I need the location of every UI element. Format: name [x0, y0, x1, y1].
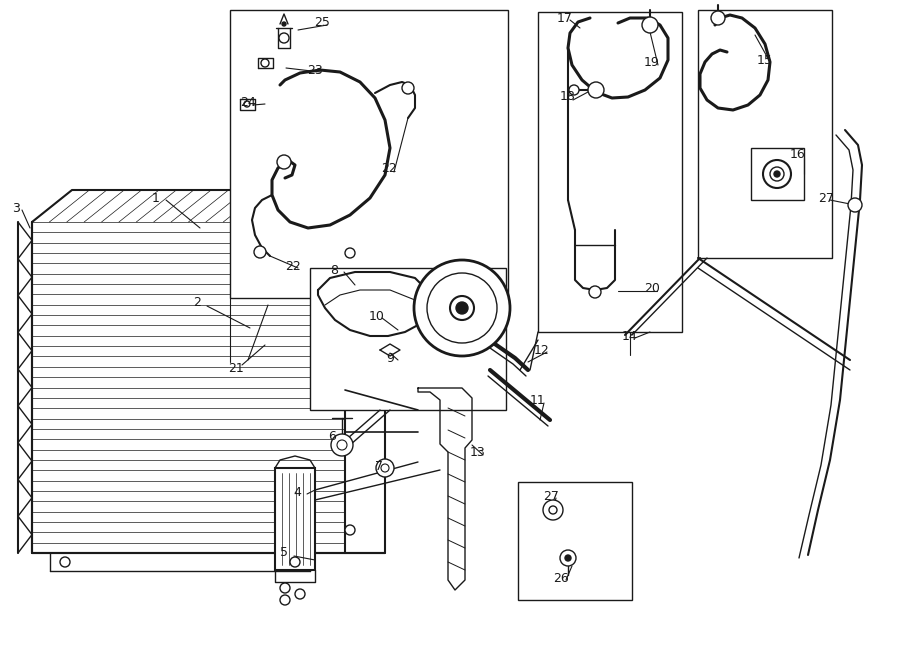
Bar — [310, 268, 506, 410]
Circle shape — [565, 555, 571, 561]
Circle shape — [244, 101, 250, 107]
Circle shape — [569, 85, 579, 95]
Text: 11: 11 — [530, 393, 545, 407]
Text: 4: 4 — [293, 485, 301, 498]
Circle shape — [414, 260, 510, 356]
Circle shape — [589, 286, 601, 298]
Text: 25: 25 — [314, 15, 330, 28]
Text: 18: 18 — [560, 91, 576, 104]
Bar — [275, 468, 315, 570]
Circle shape — [450, 296, 474, 320]
Text: 15: 15 — [757, 54, 773, 67]
Circle shape — [345, 248, 355, 258]
Text: 27: 27 — [818, 192, 834, 204]
Circle shape — [848, 198, 862, 212]
Circle shape — [774, 171, 780, 177]
Circle shape — [770, 167, 784, 181]
Text: 7: 7 — [375, 461, 383, 473]
Circle shape — [376, 459, 394, 477]
Circle shape — [711, 11, 725, 25]
Text: 20: 20 — [644, 282, 660, 295]
Text: 2: 2 — [193, 297, 201, 309]
Circle shape — [427, 273, 497, 343]
Text: 19: 19 — [644, 56, 660, 69]
Text: 9: 9 — [386, 352, 394, 364]
Text: 5: 5 — [280, 547, 288, 559]
Text: 23: 23 — [307, 63, 323, 77]
Text: 22: 22 — [285, 260, 301, 272]
Bar — [230, 10, 508, 298]
Circle shape — [282, 22, 286, 26]
Text: 21: 21 — [228, 362, 244, 375]
Text: 27: 27 — [543, 490, 559, 502]
Text: 8: 8 — [330, 264, 338, 276]
Circle shape — [345, 525, 355, 535]
Circle shape — [456, 302, 468, 314]
Text: 3: 3 — [12, 202, 20, 215]
Text: 12: 12 — [534, 344, 550, 356]
Circle shape — [588, 82, 604, 98]
Text: 1: 1 — [152, 192, 160, 204]
Text: 14: 14 — [622, 329, 638, 342]
Circle shape — [763, 160, 791, 188]
Circle shape — [254, 246, 266, 258]
Circle shape — [280, 583, 290, 593]
Circle shape — [280, 595, 290, 605]
Text: 6: 6 — [328, 430, 336, 444]
Circle shape — [279, 33, 289, 43]
Circle shape — [381, 464, 389, 472]
Circle shape — [337, 440, 347, 450]
Bar — [538, 12, 682, 332]
Circle shape — [642, 17, 658, 33]
Text: 26: 26 — [553, 572, 569, 584]
Text: 17: 17 — [557, 11, 573, 24]
Circle shape — [549, 506, 557, 514]
Bar — [518, 482, 632, 600]
Circle shape — [331, 434, 353, 456]
Circle shape — [560, 550, 576, 566]
Circle shape — [543, 500, 563, 520]
Text: 22: 22 — [381, 161, 397, 175]
Circle shape — [60, 557, 70, 567]
Circle shape — [402, 82, 414, 94]
Text: 13: 13 — [470, 446, 486, 459]
Text: 16: 16 — [790, 149, 806, 161]
Circle shape — [261, 59, 269, 67]
Circle shape — [295, 589, 305, 599]
Circle shape — [277, 155, 291, 169]
Text: 10: 10 — [369, 309, 385, 323]
Circle shape — [290, 557, 300, 567]
Bar — [751, 148, 804, 200]
Text: 24: 24 — [240, 95, 256, 108]
Bar — [698, 10, 832, 258]
